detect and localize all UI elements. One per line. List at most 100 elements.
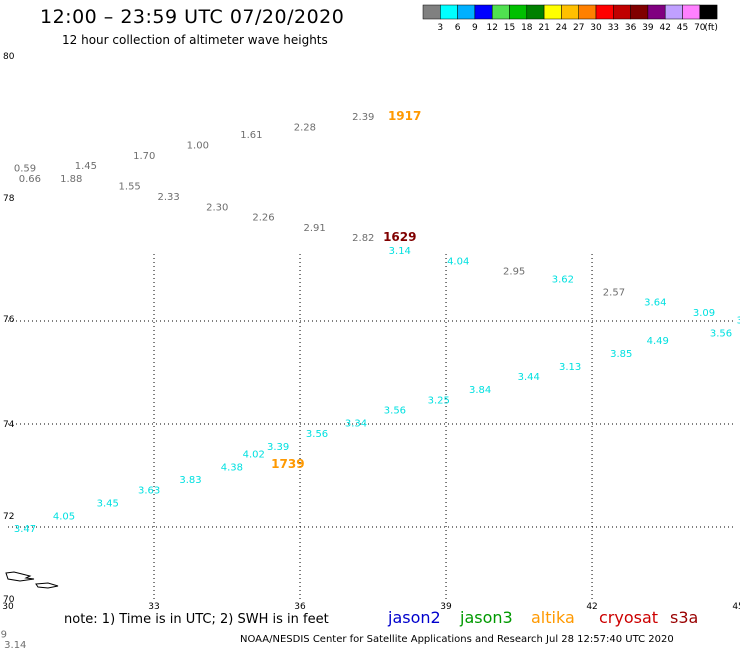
wave-height-label: 3.14 — [4, 640, 26, 650]
wave-height-label: 1.70 — [133, 151, 155, 162]
wave-height-label: 3.62 — [552, 274, 574, 285]
wave-height-label: 3.85 — [610, 349, 632, 360]
mission-s3a: s3a — [670, 608, 699, 627]
legend-swatch — [630, 4, 649, 20]
wave-height-label: 2.57 — [603, 287, 625, 298]
legend-swatch — [457, 4, 476, 20]
wave-height-label: 0.59 — [14, 164, 36, 175]
legend-swatch — [440, 4, 458, 20]
wave-height-label: 0.59 — [0, 630, 7, 641]
wave-height-label: 2.33 — [157, 192, 179, 203]
wave-height-label: 3.47 — [14, 524, 36, 535]
legend-swatch — [578, 4, 597, 20]
legend-label: 42 — [659, 23, 670, 33]
legend-label: 33 — [608, 23, 619, 33]
latitude-tick-label: 78 — [3, 194, 15, 204]
legend-label: 36 — [625, 23, 637, 33]
footnote: note: 1) Time is in UTC; 2) SWH is in fe… — [64, 612, 329, 627]
wave-height-label: 3.39 — [267, 442, 289, 453]
wave-height-label: 1.61 — [240, 130, 262, 141]
pass-time-label: 1917 — [388, 109, 421, 123]
legend-swatch — [422, 4, 441, 20]
wave-height-label: 4.04 — [447, 256, 469, 267]
legend-swatch — [647, 4, 666, 20]
wave-height-label: 3.34 — [345, 419, 367, 430]
legend-label: 12 — [486, 23, 497, 33]
legend-label: 3 — [437, 23, 443, 33]
pass-time-label: 1739 — [271, 457, 304, 471]
legend-swatch — [595, 4, 614, 20]
axis-tick-labels: 30 33 36 39 42 45 80 78 76 74 72 70 — [2, 52, 740, 612]
legend-label: 24 — [556, 23, 568, 33]
legend-label: 30 — [590, 23, 602, 33]
wave-height-label: 2.82 — [352, 233, 374, 244]
mission-jason2: jason2 — [388, 608, 441, 627]
legend-label: 18 — [521, 23, 533, 33]
color-scale-legend: 3 6 9 12 15 18 21 24 27 30 33 36 39 42 45 70(ft) — [422, 4, 718, 33]
wave-height-label: 1.45 — [75, 161, 97, 172]
wave-height-label: 2.95 — [503, 267, 525, 278]
legend-label: 27 — [573, 23, 584, 33]
latitude-tick-label: 74 — [3, 420, 15, 430]
longitude-tick-label: 30 — [2, 602, 14, 612]
legend-swatch — [509, 4, 528, 20]
legend-label: 6 — [455, 23, 461, 33]
wave-height-label: 3.56 — [710, 328, 732, 339]
legend-swatch — [491, 4, 510, 20]
mission-jason3: jason3 — [460, 608, 513, 627]
wave-height-label: 3.09 — [693, 308, 715, 319]
wave-height-label: 3.56 — [306, 429, 328, 440]
legend-swatch — [561, 4, 579, 20]
legend-label: 70 — [694, 23, 706, 33]
latitude-tick-label: 72 — [3, 512, 14, 522]
longitude-tick-label: 36 — [294, 602, 306, 612]
wave-height-label: 4.49 — [647, 336, 669, 347]
wave-height-label: 0.66 — [19, 174, 41, 185]
wave-height-label: 2.26 — [252, 213, 274, 224]
latitude-tick-label: 80 — [3, 52, 15, 62]
pass-time-label: 1629 — [383, 230, 416, 244]
legend-label: 9 — [472, 23, 478, 33]
wave-height-label: 1.55 — [119, 182, 141, 193]
wave-height-label: 3.44 — [518, 372, 540, 383]
wave-height-label: 3.14 — [389, 246, 411, 257]
legend-label: 39 — [642, 23, 654, 33]
wave-height-label: 1.00 — [187, 140, 209, 151]
wave-height-label: 3.25 — [428, 395, 450, 406]
wave-height-label: 4.38 — [221, 462, 243, 473]
map-grid — [8, 254, 736, 602]
legend-swatch — [526, 4, 545, 20]
wave-height-label: 2.91 — [303, 223, 325, 234]
wave-height-label: 2.30 — [206, 202, 228, 213]
longitude-tick-label: 33 — [148, 602, 159, 612]
wave-height-label: 1.88 — [60, 174, 82, 185]
legend-swatch — [699, 4, 718, 20]
wave-height-label: 3.78 — [737, 316, 740, 327]
mission-cryosat: cryosat — [599, 608, 659, 627]
page-subtitle: 12 hour collection of altimeter wave hei… — [62, 33, 328, 47]
legend-swatch — [682, 4, 701, 20]
latitude-tick-label: 70 — [3, 595, 15, 605]
wave-height-observations: 2.39 19172.281.611.001.701.451.880.590.66… — [0, 109, 740, 650]
legend-unit: (ft) — [704, 23, 718, 33]
wave-height-label: 3.63 — [138, 486, 160, 497]
wave-height-label: 4.05 — [53, 511, 75, 522]
wave-height-label: 3.83 — [179, 475, 201, 486]
mission-altika: altika — [531, 608, 575, 627]
wave-height-label: 3.84 — [469, 385, 491, 396]
legend-swatch — [474, 4, 493, 20]
wave-height-label: 4.02 — [243, 449, 265, 460]
legend-swatch — [613, 4, 631, 20]
legend-label: 15 — [504, 23, 515, 33]
wave-height-label: 2.39 — [352, 112, 374, 123]
legend-label: 45 — [677, 23, 688, 33]
latitude-tick-label: 76 — [3, 315, 15, 325]
legend-label: 21 — [538, 23, 549, 33]
legend-swatch — [543, 4, 562, 20]
wave-height-label: 3.45 — [97, 498, 119, 509]
longitude-tick-label: 45 — [732, 602, 740, 612]
longitude-tick-label: 39 — [440, 602, 452, 612]
wave-height-label: 2.28 — [294, 122, 316, 133]
legend-swatch — [664, 4, 683, 20]
